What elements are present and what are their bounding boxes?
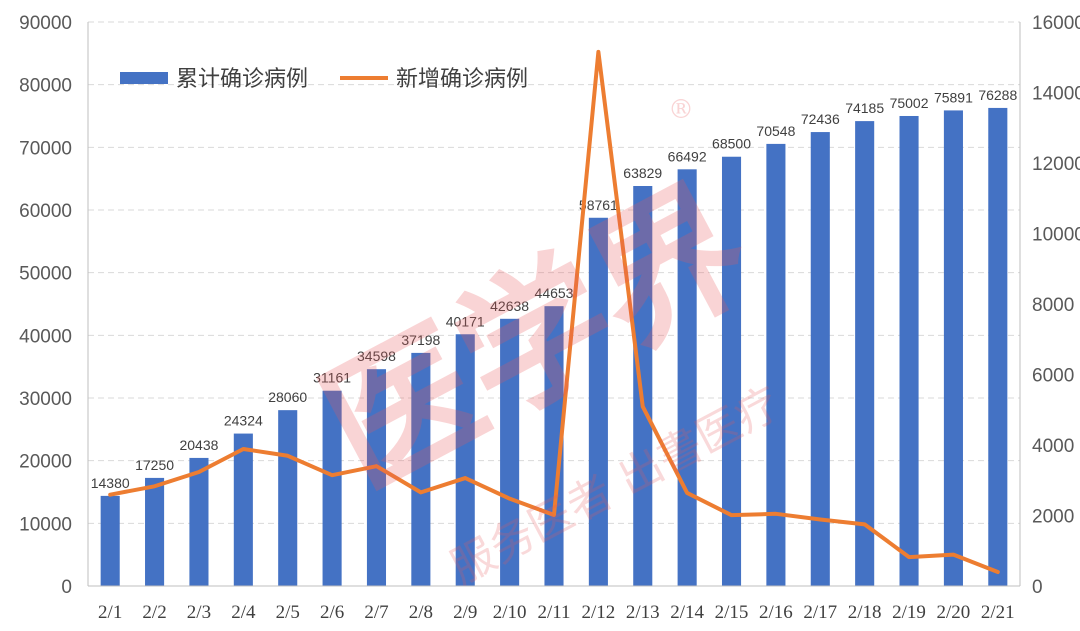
x-tick-label: 2/15 <box>715 602 749 623</box>
bar-data-label: 75002 <box>890 95 929 111</box>
bar <box>411 352 431 586</box>
left-y-axis-ticks: 0 10000 20000 30000 40000 50000 60000 70000 8000… <box>19 13 72 598</box>
bar-data-label: 63829 <box>623 165 662 181</box>
left-y-tick-label: 60000 <box>19 201 72 222</box>
bar-data-label: 76288 <box>978 87 1017 103</box>
bar <box>233 433 253 586</box>
legend-swatch-bar <box>120 72 168 84</box>
x-tick-label: 2/21 <box>981 602 1015 623</box>
left-y-tick-label: 10000 <box>19 514 72 535</box>
bar <box>588 217 608 586</box>
left-y-tick-label: 90000 <box>19 13 72 34</box>
bar-data-label: 37198 <box>401 332 440 348</box>
bar <box>633 186 653 586</box>
x-tick-label: 2/9 <box>453 602 477 623</box>
right-y-tick-label: 14000 <box>1032 84 1080 105</box>
left-y-tick-label: 80000 <box>19 76 72 97</box>
x-tick-label: 2/12 <box>581 602 615 623</box>
bar <box>189 457 209 586</box>
bar <box>943 110 963 587</box>
x-tick-label: 2/4 <box>231 602 256 623</box>
x-tick-label: 2/10 <box>493 602 527 623</box>
right-y-tick-label: 12000 <box>1032 154 1080 175</box>
bar <box>322 390 342 586</box>
bar <box>810 132 830 586</box>
bar-data-label: 40171 <box>446 313 485 329</box>
right-y-tick-label: 0 <box>1032 577 1043 598</box>
legend-label-line: 新增确诊病例 <box>396 67 528 92</box>
bar <box>855 121 875 586</box>
line-series <box>108 49 1000 575</box>
left-y-tick-label: 70000 <box>19 138 72 159</box>
left-y-tick-label: 50000 <box>19 264 72 285</box>
bar-data-label: 28060 <box>268 389 307 405</box>
x-axis-ticks: 2/1 2/2 2/3 2/4 2/5 2/6 2/7 2/8 2/9 2/10 2/11 2/12 2… <box>98 602 1015 623</box>
bar <box>145 477 165 586</box>
bar-data-label: 68500 <box>712 136 751 152</box>
bar <box>544 306 564 586</box>
bar-data-label: 75891 <box>934 89 973 105</box>
bar-data-label: 34598 <box>357 348 396 364</box>
bar-data-label: 14380 <box>91 475 130 491</box>
x-tick-label: 2/20 <box>937 602 971 623</box>
right-y-tick-label: 16000 <box>1032 13 1080 34</box>
bar <box>366 369 387 586</box>
bar <box>766 143 786 586</box>
right-y-tick-label: 6000 <box>1032 366 1074 387</box>
bar-data-label: 44653 <box>535 285 574 301</box>
bar-data-label: 72436 <box>801 111 840 127</box>
x-tick-label: 2/16 <box>759 602 793 623</box>
bar <box>988 107 1008 587</box>
right-y-tick-label: 2000 <box>1032 507 1074 528</box>
bar <box>455 334 475 586</box>
bar-data-label: 70548 <box>756 123 795 139</box>
right-y-tick-label: 4000 <box>1032 436 1074 457</box>
bar-data-label: 58761 <box>579 197 618 213</box>
bar <box>899 115 919 587</box>
bar-data-label: 74185 <box>845 100 884 116</box>
bar-data-label: 20438 <box>179 437 218 453</box>
left-y-tick-label: 30000 <box>19 389 72 410</box>
bar-data-label: 42638 <box>490 298 529 314</box>
left-y-tick-label: 0 <box>61 577 72 598</box>
bar <box>100 495 120 586</box>
x-tick-label: 2/1 <box>98 602 122 623</box>
right-y-tick-label: 8000 <box>1032 295 1074 316</box>
bar-data-label: 31161 <box>313 370 351 386</box>
bar-data-labels: 14380 17250 20438 24324 28060 31161 34598 37198… <box>91 87 1018 491</box>
right-y-axis-ticks: 0 2000 4000 6000 8000 10000 12000 14000 16000 <box>1032 13 1080 598</box>
x-tick-label: 2/7 <box>364 602 388 623</box>
x-tick-label: 2/8 <box>409 602 433 623</box>
x-tick-label: 2/3 <box>187 602 211 623</box>
bar <box>278 410 298 586</box>
watermark-registered-mark: ® <box>668 95 694 125</box>
bar-data-label: 66492 <box>668 148 707 164</box>
axes <box>87 22 1021 587</box>
x-tick-label: 2/17 <box>803 602 837 623</box>
x-tick-label: 2/11 <box>537 602 570 623</box>
x-tick-label: 2/6 <box>320 602 344 623</box>
right-y-tick-label: 10000 <box>1032 225 1080 246</box>
x-tick-label: 2/14 <box>670 602 704 623</box>
legend-label-bar: 累计确诊病例 <box>176 67 308 92</box>
x-tick-label: 2/5 <box>276 602 300 623</box>
x-tick-label: 2/2 <box>142 602 166 623</box>
x-tick-label: 2/18 <box>848 602 882 623</box>
bar <box>721 156 742 586</box>
x-tick-label: 2/19 <box>892 602 926 623</box>
left-y-tick-label: 40000 <box>19 326 72 347</box>
x-tick-label: 2/13 <box>626 602 660 623</box>
legend: 累计确诊病例 新增确诊病例 <box>120 67 528 92</box>
left-y-tick-label: 20000 <box>19 452 72 473</box>
bar-data-label: 24324 <box>224 413 263 429</box>
bar-data-label: 17250 <box>135 457 174 473</box>
bar <box>500 318 520 586</box>
